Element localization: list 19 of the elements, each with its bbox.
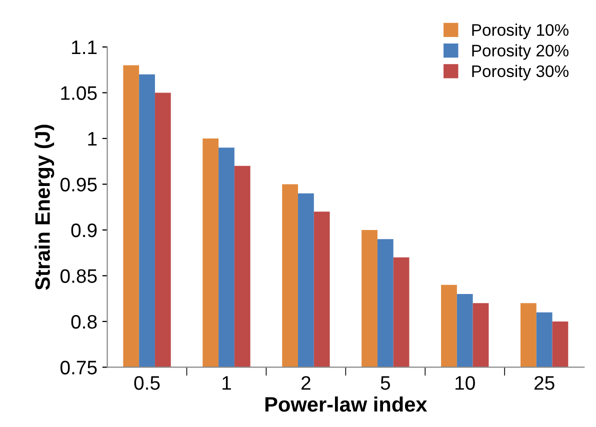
y-tick-label: 1.05 — [61, 86, 97, 100]
y-tick-label: 0.75 — [60, 360, 97, 374]
legend-label: Porosity 20% — [472, 44, 568, 60]
x-axis-title: Power-law index — [265, 396, 428, 412]
y-tick-label: 0.9 — [71, 223, 97, 238]
legend-label: Porosity 10% — [472, 24, 568, 40]
x-tick-label: 5 — [380, 376, 390, 390]
x-tick-label: 0.5 — [134, 376, 160, 390]
y-tick-label: 0.85 — [60, 269, 97, 283]
y-tick-label: 1.1 — [72, 40, 97, 54]
x-tick-label: 1 — [222, 376, 231, 390]
y-tick-label: 1 — [88, 132, 97, 146]
y-tick-label: 0.8 — [71, 314, 97, 329]
y-axis-title: Strain Energy (J) — [34, 124, 54, 290]
x-tick-label: 25 — [534, 376, 554, 390]
legend-label: Porosity 30% — [472, 64, 568, 80]
y-tick-label: 0.95 — [60, 178, 97, 192]
x-tick-label: 2 — [302, 376, 310, 390]
x-tick-label: 10 — [456, 376, 475, 390]
